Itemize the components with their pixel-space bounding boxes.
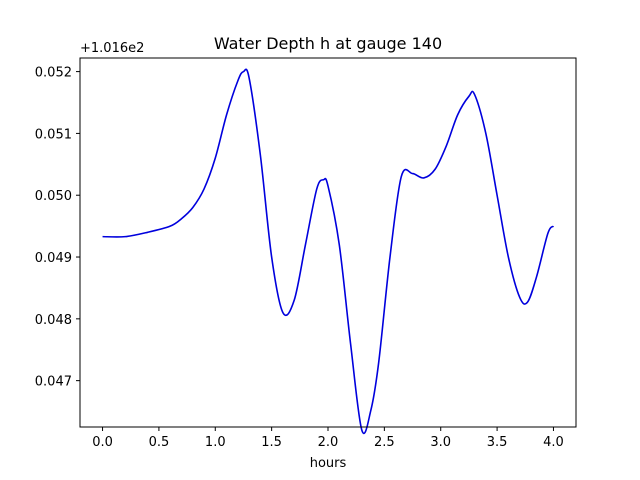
x-tick-label: 4.0 (543, 435, 564, 450)
y-tick-label: 0.051 (35, 127, 72, 142)
x-tick-label: 2.5 (374, 435, 395, 450)
x-tick-label: 1.5 (261, 435, 282, 450)
x-tick-label: 3.5 (487, 435, 508, 450)
chart-title: Water Depth h at gauge 140 (214, 34, 442, 53)
y-tick-label: 0.047 (35, 375, 72, 390)
x-tick-label: 2.0 (318, 435, 339, 450)
series-line-0 (102, 68, 555, 435)
y-tick-label: 0.050 (35, 189, 72, 204)
x-tick-label: 1.0 (205, 435, 226, 450)
plot-area (102, 68, 555, 435)
y-tick-label: 0.048 (35, 313, 72, 328)
y-axis: 0.047 0.048 0.049 0.050 0.051 0.052 (35, 66, 80, 390)
x-tick-label: 3.0 (430, 435, 451, 450)
x-axis: 0.0 0.5 1.0 1.5 2.0 2.5 3.0 3.5 4.0 (92, 427, 564, 450)
x-axis-label: hours (310, 456, 347, 471)
y-tick-label: 0.052 (35, 66, 72, 81)
y-axis-offset-label: +1.016e2 (80, 41, 144, 56)
x-tick-label: 0.0 (92, 435, 113, 450)
x-tick-label: 0.5 (149, 435, 170, 450)
plot-frame (79, 57, 577, 428)
y-tick-label: 0.049 (35, 251, 72, 266)
